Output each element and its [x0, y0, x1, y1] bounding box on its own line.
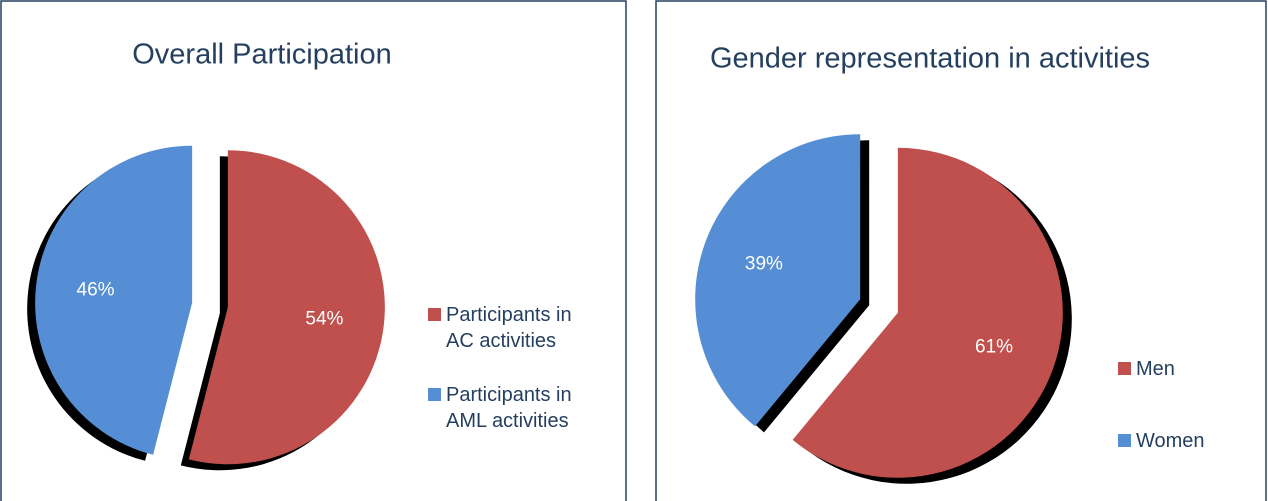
- legend-swatch: [428, 308, 441, 321]
- legend-item: Participants in AC activities: [428, 302, 603, 354]
- value-label: 54%: [305, 308, 343, 329]
- legend-item: Men: [1118, 356, 1268, 382]
- legend-swatch: [428, 388, 441, 401]
- slice: [35, 145, 193, 455]
- slice: [695, 134, 861, 427]
- slice: [188, 150, 385, 465]
- legend-swatch: [1118, 362, 1131, 375]
- legend-label: Participants in AC activities: [446, 304, 572, 352]
- chart-title: Gender representation in activities: [710, 43, 1150, 75]
- slice: [792, 147, 1063, 478]
- legend-item: Participants in AML activities: [428, 382, 603, 434]
- chart-title: Overall Participation: [132, 39, 392, 71]
- legend-swatch: [1118, 434, 1131, 447]
- value-label: 46%: [77, 280, 115, 301]
- legend-label: Participants in AML activities: [446, 384, 572, 432]
- panel: [0, 0, 627, 501]
- legend-label: Men: [1136, 358, 1175, 380]
- value-label: 39%: [745, 254, 783, 275]
- legend-label: Women: [1136, 430, 1205, 452]
- panel: [655, 0, 1267, 501]
- legend-item: Women: [1118, 428, 1268, 454]
- value-label: 61%: [975, 336, 1013, 357]
